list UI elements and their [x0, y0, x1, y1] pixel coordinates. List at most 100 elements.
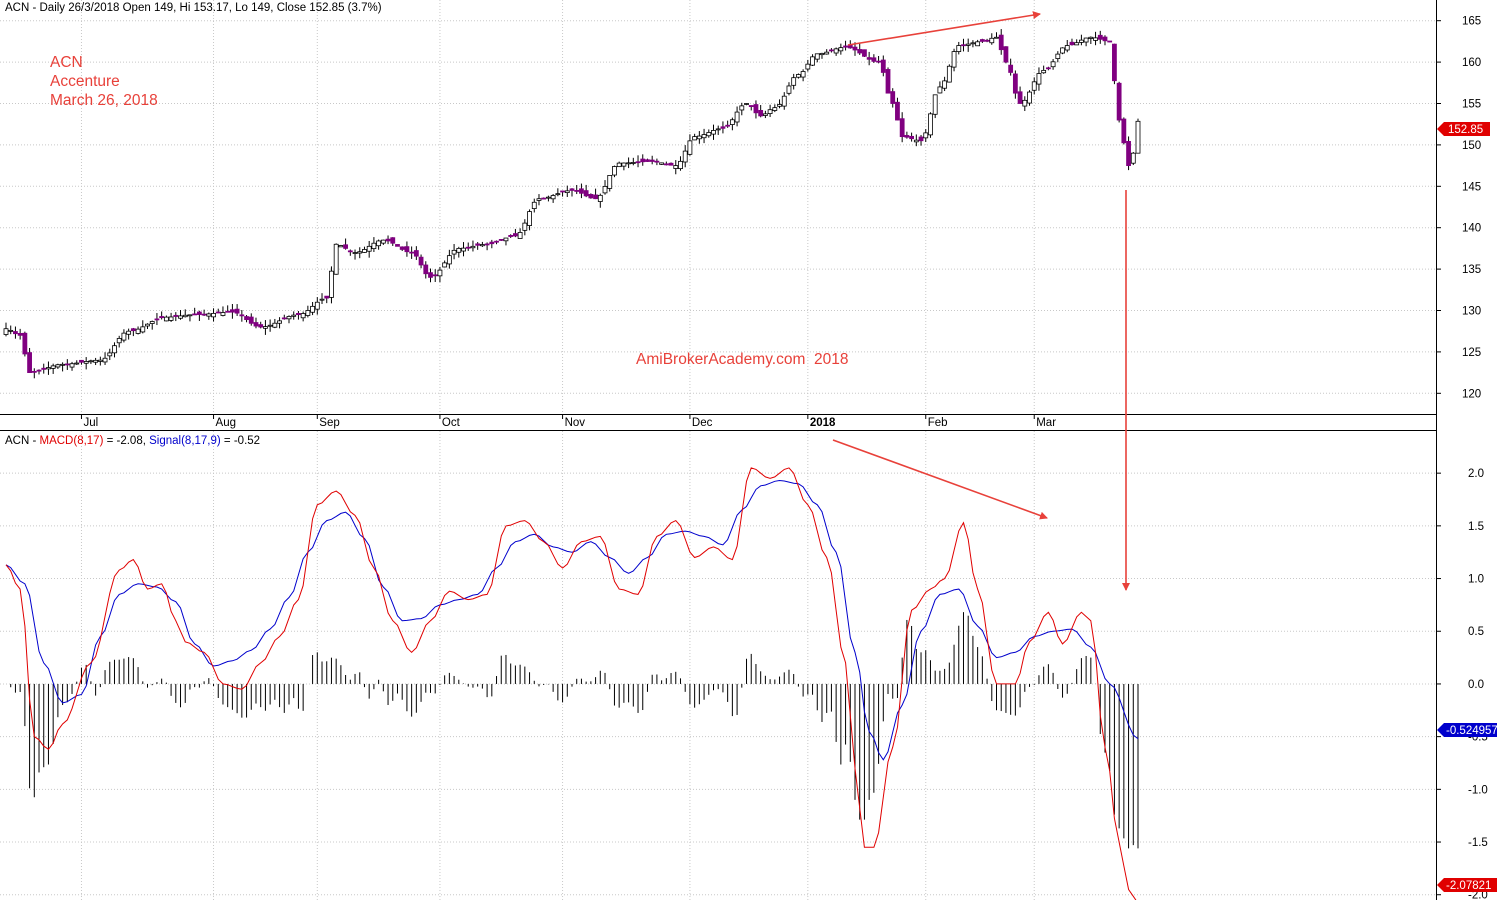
candle-body-down — [324, 295, 330, 299]
candle — [357, 247, 363, 259]
candle-body-down — [296, 313, 301, 316]
candle — [46, 361, 51, 375]
candle-body-up — [267, 324, 273, 327]
candle-body-up — [1031, 81, 1037, 91]
candle-body-up — [352, 252, 358, 254]
candle-body-up — [121, 332, 127, 341]
candle-body-down — [215, 311, 221, 314]
candle-body-up — [791, 77, 797, 86]
candle-body-up — [772, 107, 778, 111]
candle-body-down — [343, 244, 349, 249]
candle — [838, 43, 844, 55]
candle-body-down — [1069, 41, 1075, 46]
candle-body-up — [187, 314, 193, 317]
candle — [428, 268, 433, 283]
candle-body-down — [1107, 40, 1113, 43]
annotation-company: Accenture — [50, 73, 120, 90]
candle — [305, 305, 311, 318]
candle-body-down — [829, 49, 834, 52]
last-price-badge: 152.85 — [1437, 122, 1490, 136]
candle — [1064, 39, 1070, 53]
candle — [1017, 86, 1023, 104]
candle-body-down — [984, 39, 990, 42]
candle-body-up — [376, 240, 382, 247]
candle-body-down — [1045, 67, 1051, 70]
candle — [668, 162, 674, 166]
candle — [593, 188, 598, 200]
candle-body-down — [574, 190, 580, 192]
candle — [27, 347, 32, 374]
candle-body-up — [800, 71, 806, 78]
month-label: Oct — [442, 417, 461, 429]
candle-body-up — [616, 162, 622, 168]
candle-body-down — [201, 313, 207, 316]
candle — [319, 293, 325, 304]
candle — [130, 327, 136, 337]
candle — [329, 266, 334, 304]
candle-body-down — [17, 333, 23, 336]
candle — [1097, 30, 1103, 44]
candle — [395, 244, 400, 247]
candle — [498, 239, 504, 241]
macd-ytick-label: -1.0 — [1468, 784, 1488, 796]
candle-body-up — [329, 270, 334, 298]
candle — [41, 363, 47, 374]
candle-body-down — [347, 250, 353, 253]
candle — [654, 158, 660, 166]
candle — [890, 88, 896, 108]
candle — [932, 94, 938, 119]
candle-body-up — [69, 363, 75, 368]
candle-body-down — [1112, 43, 1117, 82]
candle — [1102, 35, 1108, 46]
candle-body-up — [319, 298, 325, 301]
candle — [1055, 51, 1061, 63]
candle-body-up — [178, 315, 183, 319]
candle — [1121, 117, 1127, 145]
price-ytick-label: 155 — [1462, 99, 1481, 111]
candle — [984, 38, 990, 43]
candle — [286, 315, 292, 324]
candle — [362, 246, 367, 253]
candle-body-up — [163, 316, 169, 322]
candle — [1130, 151, 1136, 166]
candle — [461, 242, 466, 257]
candle — [1060, 47, 1065, 55]
candle — [777, 99, 782, 109]
month-label: Nov — [565, 417, 586, 429]
macd-panel-header: ACN - MACD(8,17) = -2.08, Signal(8,17,9)… — [5, 435, 260, 447]
candle — [432, 269, 438, 282]
candle — [696, 131, 702, 144]
candle-body-down — [1097, 34, 1103, 40]
candle — [923, 129, 929, 142]
macd-readout: -2.07821 — [1446, 880, 1491, 892]
candle-body-up — [522, 222, 528, 231]
candle-body-up — [102, 357, 108, 363]
macd-value-badge: -2.07821 — [1437, 878, 1497, 892]
candle-body-down — [484, 243, 490, 246]
candle-body-up — [1088, 36, 1094, 39]
macd-ytick-label: 1.5 — [1468, 521, 1484, 533]
candle — [121, 329, 127, 343]
candle-body-up — [729, 119, 735, 125]
candle-body-up — [678, 160, 683, 170]
candle — [1008, 58, 1014, 76]
candle — [277, 317, 282, 329]
candle-body-down — [432, 274, 438, 277]
candle — [814, 53, 820, 63]
candle — [744, 103, 749, 106]
candle — [895, 97, 900, 121]
candle-body-up — [1064, 45, 1070, 51]
candle-body-up — [310, 305, 315, 313]
candle — [267, 319, 273, 332]
candle — [692, 133, 698, 141]
candle-body-up — [546, 196, 551, 199]
candle — [729, 117, 735, 131]
candle-body-up — [291, 314, 297, 317]
candle — [135, 326, 141, 335]
candle — [800, 69, 806, 82]
month-label: 2018 — [810, 417, 836, 429]
candle — [163, 315, 169, 322]
candle — [569, 188, 575, 197]
candle-body-up — [744, 103, 749, 105]
